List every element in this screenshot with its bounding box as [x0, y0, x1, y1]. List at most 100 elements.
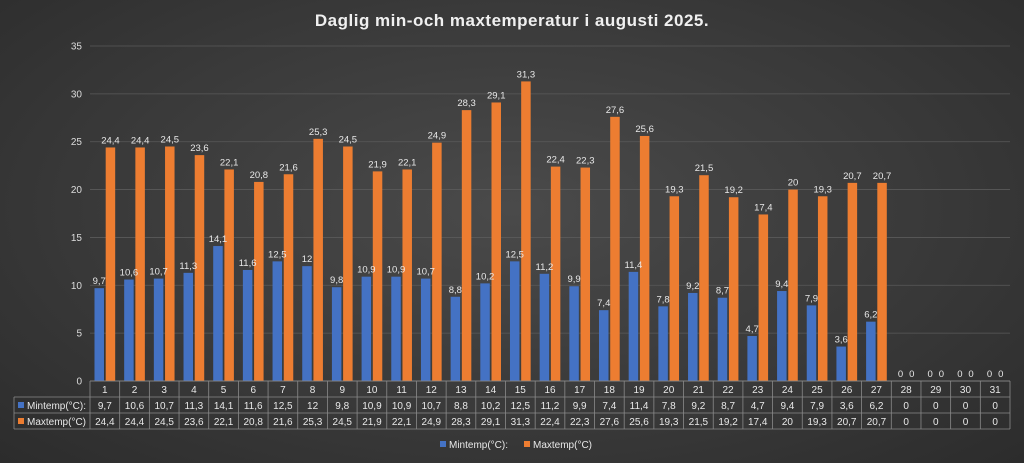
data-label: 0	[898, 369, 903, 380]
x-category-label: 19	[633, 385, 645, 396]
table-cell: 23,6	[184, 417, 204, 428]
bar-min	[361, 276, 372, 381]
table-cell: 9,9	[573, 401, 587, 412]
legend-label: Maxtemp(°C)	[533, 440, 592, 451]
data-label: 14,1	[209, 234, 228, 245]
data-label: 9,7	[93, 276, 106, 287]
bar-min	[866, 321, 876, 381]
bar-min	[836, 346, 846, 381]
table-cell: 7,8	[662, 401, 676, 412]
x-category-label: 26	[841, 385, 853, 396]
table-cell: 22,3	[570, 417, 590, 428]
data-label: 7,9	[805, 293, 818, 304]
y-tick-label: 35	[71, 42, 83, 53]
bar-max	[105, 147, 116, 381]
table-cell: 10,6	[125, 401, 145, 412]
table-cell: 9,4	[780, 401, 794, 412]
table-cell: 7,4	[602, 401, 616, 412]
table-cell: 0	[903, 417, 909, 428]
data-label: 19,3	[813, 184, 832, 195]
bar-max	[610, 116, 620, 381]
table-cell: 0	[903, 401, 909, 412]
table-cell: 14,1	[214, 401, 234, 412]
y-tick-label: 10	[71, 281, 83, 292]
table-cell: 0	[963, 401, 969, 412]
data-label: 23,6	[190, 143, 209, 154]
x-category-label: 25	[812, 385, 824, 396]
bar-min	[153, 278, 164, 381]
data-label: 20	[788, 178, 799, 189]
data-label: 0	[928, 369, 933, 380]
table-cell: 22,4	[540, 417, 560, 428]
x-category-label: 12	[426, 385, 438, 396]
bar-max	[402, 169, 412, 381]
data-label: 21,9	[368, 159, 387, 170]
table-cell: 24,5	[154, 417, 174, 428]
table-cell: 10,9	[362, 401, 382, 412]
data-label: 11,2	[536, 262, 554, 273]
bar-min	[717, 297, 728, 381]
table-cell: 19,2	[718, 417, 738, 428]
bar-max	[372, 171, 383, 381]
data-label: 24,5	[161, 135, 180, 146]
data-label: 21,6	[279, 162, 298, 173]
data-label: 10,2	[476, 271, 495, 282]
bar-max	[135, 147, 145, 381]
bar-min	[599, 310, 609, 381]
bar-min	[302, 266, 312, 381]
bars	[94, 81, 887, 382]
bar-min	[213, 246, 223, 381]
data-label: 9,8	[330, 275, 343, 286]
x-category-label: 6	[250, 385, 256, 396]
x-category-label: 24	[782, 385, 794, 396]
data-label: 17,4	[754, 202, 773, 213]
bar-max	[461, 110, 472, 381]
data-label: 10,9	[387, 265, 406, 276]
y-tick-label: 30	[71, 89, 83, 100]
table-cell: 8,7	[721, 401, 735, 412]
data-label: 10,9	[357, 265, 376, 276]
x-category-label: 21	[693, 385, 705, 396]
bar-max	[165, 146, 175, 381]
table-cell: 24,4	[95, 417, 115, 428]
data-label: 0	[939, 369, 944, 380]
data-label: 9,2	[686, 281, 699, 292]
x-category-label: 17	[574, 385, 586, 396]
table-cell: 10,9	[392, 401, 412, 412]
bar-min	[688, 292, 698, 381]
bar-min	[272, 261, 283, 381]
data-label: 20,8	[250, 170, 269, 181]
table-cell: 10,7	[154, 401, 174, 412]
bar-min	[480, 283, 490, 381]
bar-max	[817, 196, 828, 381]
x-category-label: 10	[366, 385, 378, 396]
data-label: 19,2	[724, 185, 743, 196]
data-label: 24,4	[101, 135, 120, 146]
y-tick-label: 5	[76, 329, 82, 340]
data-label: 24,5	[339, 135, 358, 146]
x-category-label: 30	[960, 385, 972, 396]
table-cell: 21,9	[362, 417, 382, 428]
bar-max	[877, 182, 887, 381]
bar-min	[242, 269, 253, 381]
bar-max	[580, 167, 591, 381]
table-cell: 25,6	[629, 417, 649, 428]
data-label: 0	[968, 369, 973, 380]
table-cell: 11,3	[185, 401, 204, 412]
x-category-label: 16	[544, 385, 556, 396]
data-label: 20,7	[843, 171, 862, 182]
bar-max	[550, 166, 561, 381]
x-category-label: 1	[102, 385, 108, 396]
data-label: 0	[998, 369, 1003, 380]
table-cell: 11,4	[630, 401, 649, 412]
table-cell: 31,3	[511, 417, 531, 428]
table-cell: 27,6	[600, 417, 620, 428]
x-category-label: 20	[663, 385, 675, 396]
bar-min	[450, 296, 461, 381]
data-label: 22,1	[220, 157, 239, 168]
table-cell: 22,1	[214, 417, 234, 428]
x-category-label: 13	[455, 385, 467, 396]
x-category-label: 11	[396, 385, 407, 396]
table-cell: 20,8	[243, 417, 263, 428]
